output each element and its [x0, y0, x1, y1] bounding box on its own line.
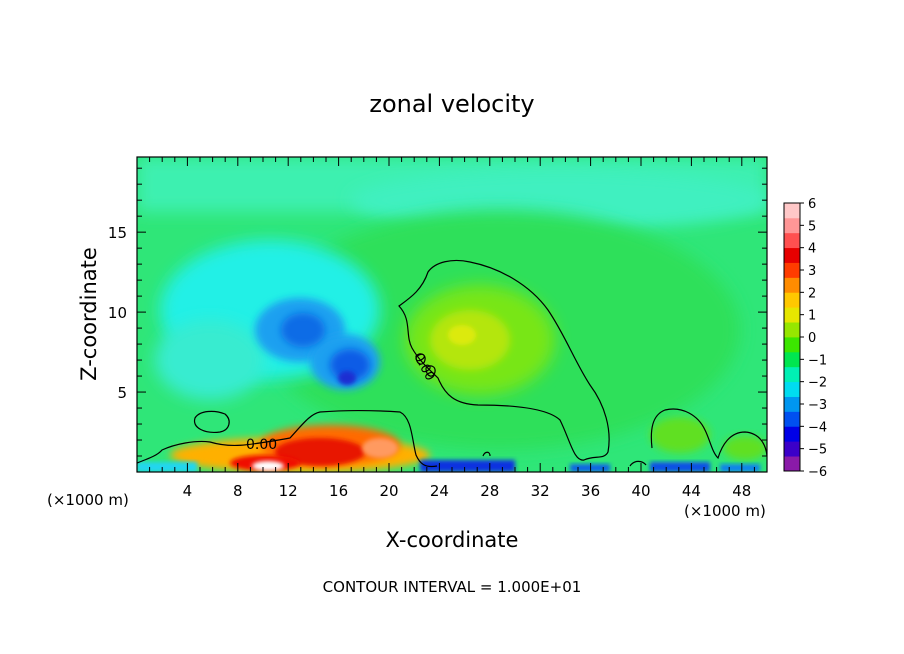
colorbar-swatch	[784, 292, 800, 308]
x-tick-label: 44	[682, 482, 701, 500]
x-tick-label: 48	[732, 482, 751, 500]
x-tick-label: 16	[329, 482, 348, 500]
x-axis: 4 8 12 16 20 24 28 32 36 40 44 48	[149, 157, 755, 500]
chart-title: zonal velocity	[369, 90, 534, 118]
colorbar-swatch	[784, 277, 800, 293]
colorbar-swatch	[784, 441, 800, 457]
contour-interval-note: CONTOUR INTERVAL = 1.000E+01	[323, 578, 582, 596]
x-unit-left: (×1000 m)	[47, 491, 129, 509]
colorbar-tick-label: −6	[808, 465, 827, 480]
colorbar-swatch	[784, 203, 800, 219]
colorbar-swatch	[784, 307, 800, 323]
colorbar-swatch	[784, 411, 800, 427]
colorbar-swatch	[784, 262, 800, 278]
colorbar-tick-label: −5	[808, 443, 827, 458]
x-tick-label: 20	[379, 482, 398, 500]
contour-small-ring-2	[425, 365, 436, 377]
y-tick-label: 5	[117, 384, 127, 402]
x-tick-label: 8	[233, 482, 243, 500]
colorbar-tick-label: 4	[808, 242, 816, 257]
colorbar-tick-label: −4	[808, 420, 827, 435]
velocity-field	[137, 157, 767, 472]
x-unit-right: (×1000 m)	[684, 502, 766, 520]
contour-positive-lobe	[398, 259, 610, 461]
colorbar-swatch	[784, 396, 800, 412]
colorbar-tick-label: 3	[808, 264, 816, 279]
colorbar: 6 5 4 3 2 1 0 −1 −2 −3 −4 −5 −6	[783, 197, 827, 480]
colorbar-swatch	[784, 217, 800, 234]
x-tick-label: 28	[480, 482, 499, 500]
colorbar-swatch	[784, 322, 800, 338]
colorbar-tick-label: 6	[808, 197, 816, 212]
x-tick-label: 40	[631, 482, 650, 500]
x-tick-label: 4	[183, 482, 193, 500]
colorbar-tick-label: −3	[808, 398, 827, 413]
colorbar-tick-label: −2	[808, 376, 827, 391]
x-tick-label: 36	[581, 482, 600, 500]
colorbar-tick-label: 2	[808, 286, 816, 301]
x-tick-label: 24	[430, 482, 449, 500]
contour-surface-fragment	[482, 451, 491, 457]
colorbar-swatch	[784, 247, 800, 263]
zero-contours	[137, 259, 767, 468]
colorbar-swatch	[784, 426, 800, 442]
colorbar-swatch	[784, 337, 800, 353]
x-axis-label: X-coordinate	[386, 528, 519, 552]
contour-surface-fragment-2	[629, 460, 647, 467]
contour-left-blob	[194, 410, 230, 433]
colorbar-tick-label: 0	[808, 331, 816, 346]
contour-right-blob	[650, 408, 767, 460]
x-tick-label: 32	[531, 482, 550, 500]
colorbar-swatch	[784, 351, 800, 368]
y-tick-label: 10	[108, 304, 127, 322]
colorbar-swatch	[784, 456, 800, 472]
colorbar-swatch	[784, 381, 800, 397]
contour-label: 0.00	[246, 437, 277, 453]
colorbar-tick-label: 5	[808, 219, 816, 234]
colorbar-swatch	[784, 232, 800, 249]
contour-surface-jet	[137, 409, 438, 468]
x-tick-label: 12	[279, 482, 298, 500]
y-axis-label: Z-coordinate	[77, 247, 101, 381]
y-axis: 5 10 15	[108, 167, 767, 457]
y-tick-label: 15	[108, 224, 127, 242]
contour-small-ring-1	[415, 353, 426, 365]
colorbar-swatch	[784, 366, 800, 383]
colorbar-tick-label: 1	[808, 309, 816, 324]
colorbar-tick-label: −1	[808, 353, 827, 368]
